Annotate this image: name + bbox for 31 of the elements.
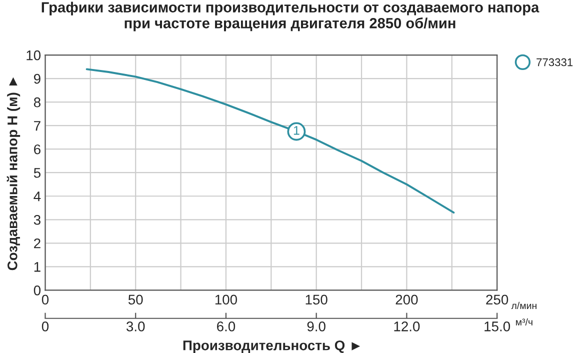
y-tick-label: 9 [34,74,40,84]
x-axis-title: л/мин [511,302,536,310]
x-tick-label: 50 [128,294,143,305]
x-tick-label: 150 [306,294,328,305]
y-axis-title: Создаваемый напор H (м) ► [6,77,20,270]
y-tick-label: 2 [34,238,40,248]
chart-title: Графики зависимости производительности от создаваемого напора при частоте вращения двигателя 2850 об/мин [42,2,540,32]
x2-tick-label: 15.0 [484,322,510,332]
x2-tick-label: 9.0 [307,322,326,332]
y-tick-label: 3 [34,214,40,225]
line-series [86,68,455,214]
y-tick-label: 8 [34,97,40,108]
y-tick-label: 1 [34,262,40,272]
x-tick-label: 0 [42,294,49,305]
legend-label: 773331 [536,58,573,66]
x-tick-label: 200 [396,294,418,305]
x2-tick-label: 6.0 [217,322,236,332]
y-tick-label: 0 [34,286,41,296]
y-tick-label: 6 [34,144,40,154]
y-tick-label: 5 [34,168,40,178]
x2-tick-label: 3.0 [126,322,145,332]
x2-tick-label: 12.0 [394,322,420,332]
x2-axis-title: м³/ч [516,318,532,326]
x2-tick-label: 0 [42,322,49,332]
text: Производительность Q ► [183,340,360,353]
y-tick-label: 7 [34,121,40,131]
x-tick-label: 250 [486,294,508,305]
y-tick-label: 4 [34,192,41,202]
annotation: 1 [294,126,300,135]
y-tick-label: 10 [26,50,41,60]
x-tick-label: 100 [215,294,238,305]
